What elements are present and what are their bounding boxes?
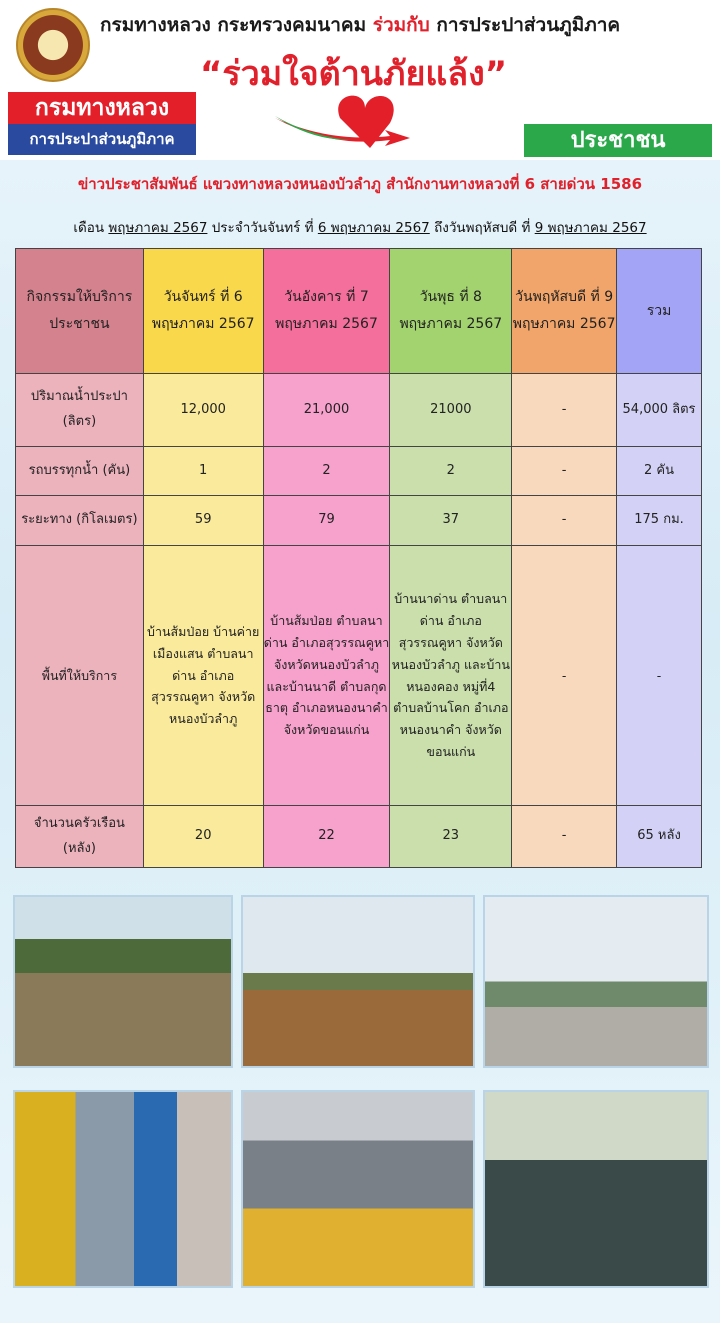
photo-water-tanks <box>13 1090 233 1288</box>
cell: 20 <box>142 805 264 868</box>
cell: - <box>511 545 618 806</box>
cell: - <box>511 373 618 447</box>
cell: พื้นที่ให้บริการ <box>15 545 144 806</box>
table-row: ระยะทาง (กิโลเมตร) 59 79 37-175 กม. <box>15 495 702 546</box>
cell: - <box>616 545 702 806</box>
header-cell: วันพุธ ที่ 8 พฤษภาคม 2567 <box>389 248 513 374</box>
cell: 175 กม. <box>616 495 702 546</box>
people-label: ประชาชน <box>524 124 712 157</box>
table-row: รถบรรทุกน้ำ (คัน) 1 2 2-2 คัน <box>15 446 702 496</box>
cell: 21,000 <box>262 373 391 447</box>
cell: บ้านส้มป่อย บ้านค่ายเมืองแสน ตำบลนาด่าน … <box>142 545 264 806</box>
header-cell: วันพฤหัสบดี ที่ 9 พฤษภาคม 2567 <box>511 248 618 374</box>
header-cell: วันจันทร์ ที่ 6 พฤษภาคม 2567 <box>142 248 264 374</box>
to-date: 9 พฤษภาคม 2567 <box>534 220 647 236</box>
photo-water-barrel <box>483 1090 709 1288</box>
doh-label: กรมทางหลวง <box>8 92 196 124</box>
title-part1: กรมทางหลวง กระทรวงคมนาคม <box>100 14 373 36</box>
cell: - <box>511 495 618 546</box>
service-table: กิจกรรมให้บริการ ประชาชน วันจันทร์ ที่ 6… <box>15 248 702 868</box>
page-title: กรมทางหลวง กระทรวงคมนาคม ร่วมกับ การประป… <box>100 10 720 40</box>
cell: 79 <box>262 495 391 546</box>
cell: - <box>511 446 618 496</box>
table-header-row: กิจกรรมให้บริการ ประชาชน วันจันทร์ ที่ 6… <box>15 248 702 374</box>
photo-water-truck-field <box>241 895 475 1068</box>
header-cell: กิจกรรมให้บริการ ประชาชน <box>15 248 144 374</box>
cell: ระยะทาง (กิโลเมตร) <box>15 495 144 546</box>
cell: 65 หลัง <box>616 805 702 868</box>
cell: 22 <box>262 805 391 868</box>
slogan: “ร่วมใจต้านภัยแล้ง” <box>200 54 508 94</box>
header-cell: วันอังคาร ที่ 7 พฤษภาคม 2567 <box>262 248 391 374</box>
title-part2: การประปาส่วนภูมิภาค <box>429 14 621 36</box>
cell: บ้านส้มป่อย ตำบลนาด่าน อำเภอสุวรรณคูหา จ… <box>262 545 391 806</box>
photo-water-truck-team <box>13 895 233 1068</box>
cell: 59 <box>142 495 264 546</box>
header-cell: รวม <box>616 248 702 374</box>
heart-arrow-icon <box>275 95 410 148</box>
cell: 2 <box>262 446 391 496</box>
title-joint: ร่วมกับ <box>372 14 430 36</box>
table-row: จำนวนครัวเรือน (หลัง) 20 22 23-65 หลัง <box>15 805 702 868</box>
photo-truck-on-road <box>483 895 709 1068</box>
month: พฤษภาคม 2567 <box>108 220 208 236</box>
photo-filling-containers <box>241 1090 475 1288</box>
cell: ปริมาณน้ำประปา (ลิตร) <box>15 373 144 447</box>
table-row: ปริมาณน้ำประปา (ลิตร) 12,000 21,000 21000-5… <box>15 373 702 447</box>
cell: บ้านนาด่าน ตำบลนาด่าน อำเภอสุวรรณคูหา จั… <box>389 545 513 806</box>
from-label: ประจำวันจันทร์ ที่ <box>207 220 318 236</box>
news-line: ข่าวประชาสัมพันธ์ แขวงทางหลวงหนองบัวลำภู… <box>77 175 643 193</box>
cell: จำนวนครัวเรือน (หลัง) <box>15 805 144 868</box>
cell: 2 <box>389 446 513 496</box>
cell: 54,000 ลิตร <box>616 373 702 447</box>
department-seal-logo <box>16 8 90 82</box>
month-label: เดือน <box>73 220 109 236</box>
from-date: 6 พฤษภาคม 2567 <box>317 220 430 236</box>
period-line: เดือน พฤษภาคม 2567 ประจำวันจันทร์ ที่ 6 … <box>0 216 720 238</box>
to-label: ถึงวันพฤหัสบดี ที่ <box>429 220 535 236</box>
cell: 1 <box>142 446 264 496</box>
cell: 37 <box>389 495 513 546</box>
pwa-label: การประปาส่วนภูมิภาค <box>8 124 196 155</box>
cell: รถบรรทุกน้ำ (คัน) <box>15 446 144 496</box>
table-row: พื้นที่ให้บริการ บ้านส้มป่อย บ้านค่ายเมือ… <box>15 545 702 806</box>
cell: - <box>511 805 618 868</box>
cell: 23 <box>389 805 513 868</box>
cell: 2 คัน <box>616 446 702 496</box>
cell: 21000 <box>389 373 513 447</box>
cell: 12,000 <box>142 373 264 447</box>
